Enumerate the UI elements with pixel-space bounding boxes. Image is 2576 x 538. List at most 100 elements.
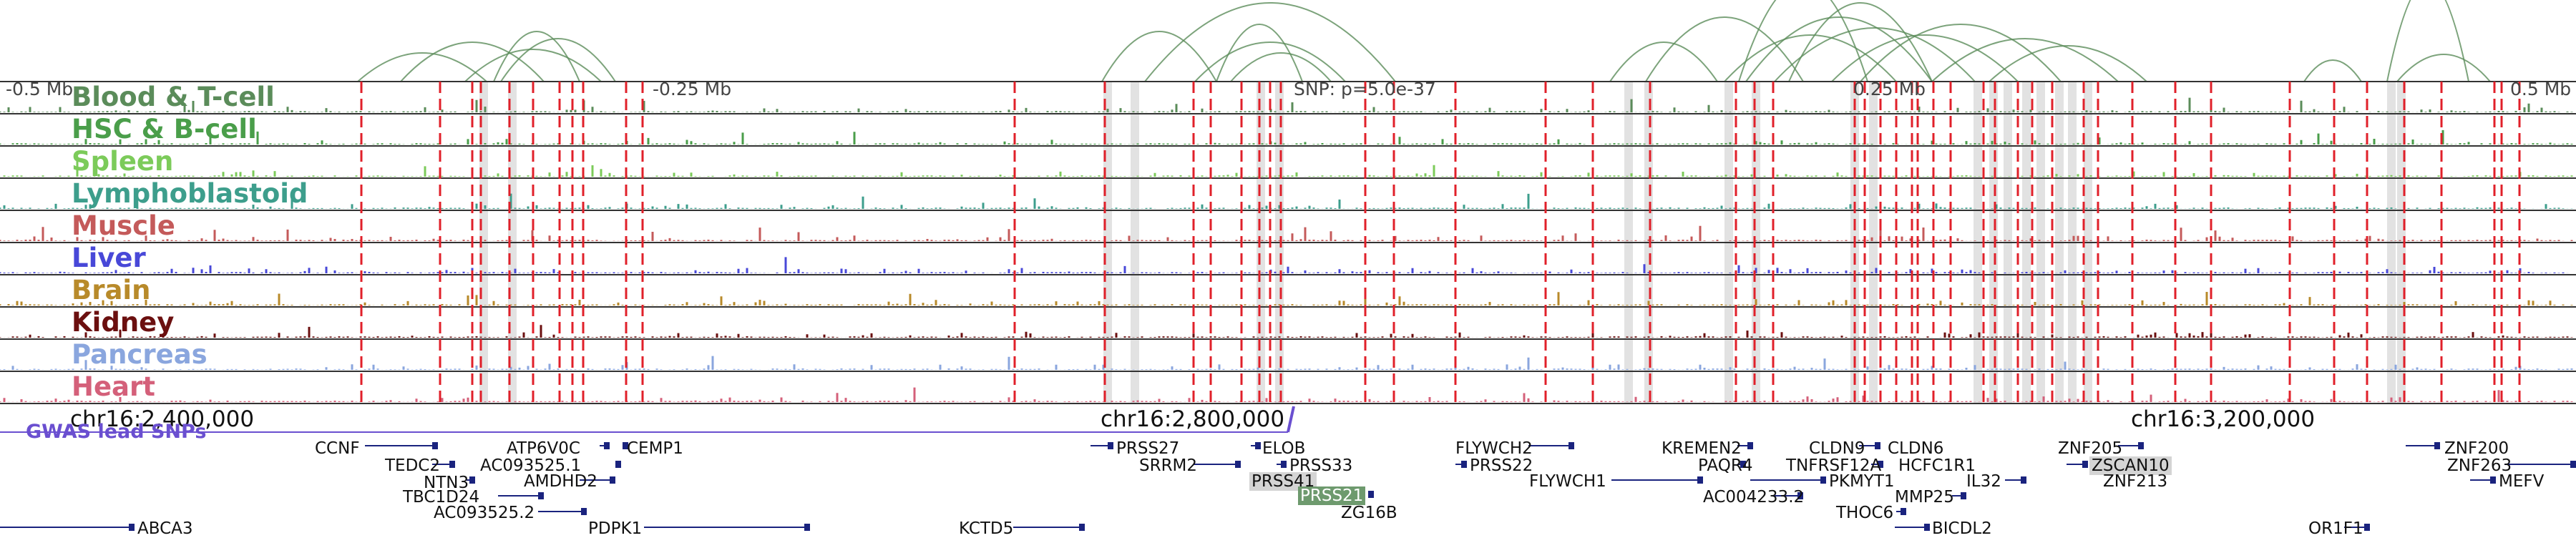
- interaction-arc: [464, 49, 602, 82]
- gene-label-flywch1[interactable]: FLYWCH1: [1529, 472, 1606, 491]
- gene-label-cemp1[interactable]: CEMP1: [627, 439, 683, 458]
- gene-label-cldn6[interactable]: CLDN6: [1888, 439, 1944, 458]
- gene-label-kremen2[interactable]: KREMEN2: [1662, 439, 1742, 458]
- signal-track-peaks: [0, 356, 2573, 370]
- gene-exon: [581, 508, 587, 515]
- gene-label-hcfc1r1[interactable]: HCFC1R1: [1898, 456, 1976, 475]
- gene-exon: [2570, 461, 2576, 468]
- gene-label-tbc1d24[interactable]: TBC1D24: [403, 488, 480, 507]
- interaction-arcs: [357, 0, 2491, 82]
- interaction-arc: [1989, 45, 2147, 82]
- gene-label-ac093525-2[interactable]: AC093525.2: [434, 504, 535, 522]
- track-label-hsc: HSC & B-cell: [72, 114, 257, 145]
- gene-exon: [1568, 442, 1574, 449]
- gene-label-bicdl2[interactable]: BICDL2: [1932, 519, 1992, 538]
- gene-label-or1f1[interactable]: OR1F1: [2308, 519, 2363, 538]
- gene-label-tnfrsf12a[interactable]: TNFRSF12A: [1786, 456, 1882, 475]
- gene-label-znf263[interactable]: ZNF263: [2447, 456, 2512, 475]
- interaction-arc: [357, 52, 487, 82]
- gene-exon: [2082, 461, 2088, 468]
- gene-label-znf200[interactable]: ZNF200: [2444, 439, 2509, 458]
- gene-exon: [1740, 461, 1746, 468]
- interaction-arc: [1144, 2, 1396, 82]
- gene-label-elob[interactable]: ELOB: [1262, 439, 1306, 458]
- gene-exon: [1368, 491, 1374, 498]
- interaction-arc: [1194, 41, 1346, 82]
- gene-label-prss22[interactable]: PRSS22: [1470, 456, 1533, 475]
- gene-label-amdhd2[interactable]: AMDHD2: [524, 472, 597, 491]
- track-label-heart: Heart: [72, 371, 155, 402]
- gene-label-il32[interactable]: IL32: [1966, 472, 2001, 491]
- interaction-arc: [493, 31, 580, 82]
- gene-exon: [1461, 461, 1467, 468]
- gene-exon: [1697, 476, 1703, 484]
- gene-exon: [469, 476, 475, 484]
- gene-models: [0, 442, 2576, 531]
- interaction-arc: [1101, 31, 1217, 82]
- gwas-lead-snps-label: GWAS lead SNPs: [26, 421, 207, 443]
- gene-label-kctd5[interactable]: KCTD5: [959, 519, 1014, 538]
- gene-label-thoc6[interactable]: THOC6: [1836, 504, 1894, 522]
- gene-label-ccnf[interactable]: CCNF: [315, 439, 360, 458]
- gene-label-flywch2[interactable]: FLYWCH2: [1455, 439, 1533, 458]
- track-label-muscle: Muscle: [72, 210, 175, 241]
- snp-pvalue-label: SNP: p=5.0e-37: [1294, 79, 1436, 99]
- gene-label-ntn3[interactable]: NTN3: [424, 474, 469, 492]
- gene-exon: [1747, 442, 1753, 449]
- gwas-lead-snp-marker: [1287, 406, 1295, 433]
- gene-exon: [1079, 524, 1085, 531]
- gene-label-srrm2[interactable]: SRRM2: [1139, 456, 1198, 475]
- signal-track-peaks: [0, 387, 2573, 402]
- gene-exon: [604, 442, 610, 449]
- gene-label-mmp25[interactable]: MMP25: [1895, 488, 1954, 507]
- gene-label-prss27[interactable]: PRSS27: [1116, 439, 1180, 458]
- track-label-spleen: Spleen: [72, 146, 174, 177]
- gene-label-prss33[interactable]: PRSS33: [1289, 456, 1353, 475]
- gene-exon: [2434, 442, 2440, 449]
- interaction-arc: [1738, 0, 1868, 82]
- signal-peaks: [0, 97, 2573, 402]
- signal-track-peaks: [0, 129, 2573, 145]
- gene-label-tedc2[interactable]: TEDC2: [385, 456, 440, 475]
- signal-track-peaks: [0, 325, 2573, 338]
- interaction-arc: [1788, 2, 1933, 82]
- gene-label-paqr4[interactable]: PAQR4: [1698, 456, 1753, 475]
- gene-exon: [1255, 442, 1261, 449]
- interaction-arc: [1724, 34, 1897, 82]
- gene-exon: [129, 524, 135, 531]
- gene-exon: [538, 492, 544, 499]
- scale-left-label: -0.5 Mb: [6, 79, 74, 99]
- gene-exon: [1820, 476, 1826, 484]
- interaction-arc: [2386, 0, 2469, 82]
- gene-exon: [1108, 442, 1113, 449]
- signal-track-peaks: [0, 193, 2573, 209]
- gene-exon: [432, 442, 438, 449]
- gene-label-mefv[interactable]: MEFV: [2499, 472, 2545, 491]
- gene-label-pdpk1[interactable]: PDPK1: [588, 519, 643, 538]
- interaction-arc: [400, 41, 545, 82]
- gene-exon: [2021, 476, 2026, 484]
- scale-right-label: 0.5 Mb: [2510, 79, 2572, 99]
- gene-label-ac004233-2[interactable]: AC004233.2: [1703, 488, 1805, 507]
- gene-exon: [449, 461, 455, 468]
- track-label-kidney: Kidney: [72, 307, 175, 338]
- interaction-arc: [500, 38, 616, 82]
- gene-label-atp6v0c[interactable]: ATP6V0C: [507, 439, 580, 458]
- interaction-arc: [1831, 34, 2019, 82]
- gene-exon: [1901, 508, 1906, 515]
- gene-label-cldn9[interactable]: CLDN9: [1809, 439, 1865, 458]
- gene-exon: [804, 524, 810, 531]
- gene-label-zscan10[interactable]: ZSCAN10: [2089, 456, 2172, 475]
- gene-exon: [623, 442, 628, 449]
- gene-label-znf213[interactable]: ZNF213: [2103, 472, 2168, 491]
- gene-label-pkmyt1[interactable]: PKMYT1: [1829, 472, 1895, 491]
- gene-label-abca3[interactable]: ABCA3: [137, 519, 193, 538]
- gene-label-prss21[interactable]: PRSS21: [1298, 486, 1366, 505]
- track-separators: [0, 81, 2576, 404]
- interaction-arc: [1745, 16, 1933, 82]
- gene-label-ac093525-1[interactable]: AC093525.1: [480, 456, 582, 475]
- gene-label-znf205[interactable]: ZNF205: [2058, 439, 2123, 458]
- gene-label-zg16b[interactable]: ZG16B: [1341, 504, 1397, 522]
- coordinate-label: chr16:3,200,000: [2131, 406, 2316, 432]
